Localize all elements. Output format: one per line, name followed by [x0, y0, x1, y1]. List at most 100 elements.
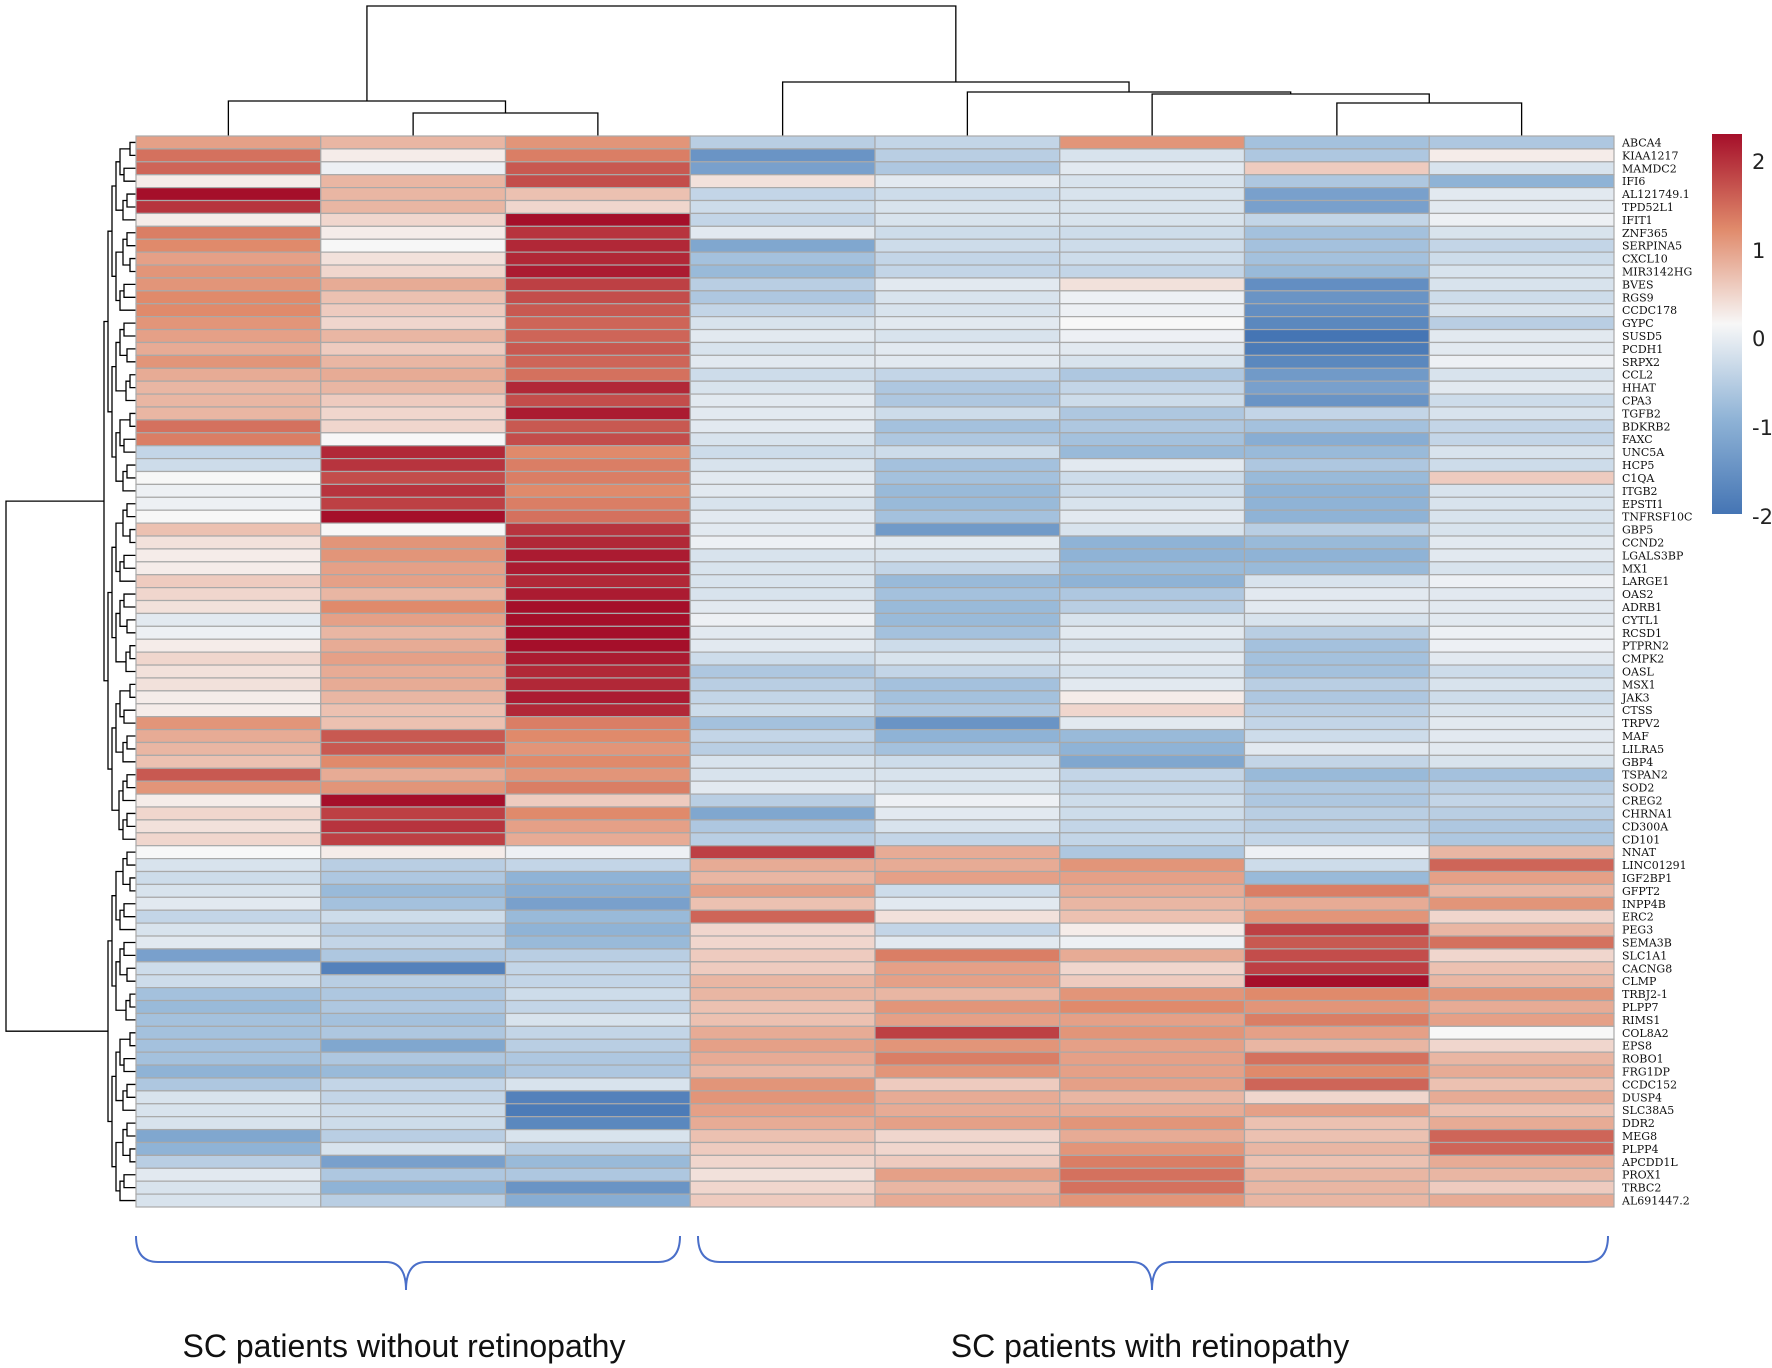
- heatmap-cell: [504, 290, 691, 305]
- heatmap-cell: [689, 767, 876, 782]
- heatmap-cell: [1428, 212, 1615, 227]
- heatmap-cell: [874, 1103, 1061, 1118]
- heatmap-cell: [874, 316, 1061, 331]
- heatmap-cell: [689, 574, 876, 589]
- heatmap-cell: [504, 845, 691, 860]
- heatmap-cell: [320, 987, 507, 1002]
- gene-label: BDKRB2: [1622, 420, 1671, 433]
- group-brace-without-retinopathy: [135, 1235, 681, 1291]
- heatmap-cell: [504, 612, 691, 627]
- heatmap-cell: [1059, 161, 1246, 176]
- gene-label: FRG1DP: [1622, 1066, 1671, 1079]
- heatmap-cell: [135, 625, 322, 640]
- heatmap-cell: [1428, 1012, 1615, 1027]
- heatmap-cell: [1243, 935, 1430, 950]
- heatmap-cell: [874, 974, 1061, 989]
- heatmap-cell: [874, 445, 1061, 460]
- heatmap-cell: [874, 870, 1061, 886]
- heatmap-cell: [1428, 457, 1615, 473]
- row-dendrogram-link: [129, 374, 136, 389]
- heatmap-cell: [689, 754, 876, 769]
- heatmap-cell: [1428, 251, 1615, 266]
- gene-label: MAF: [1622, 730, 1649, 743]
- heatmap-cell: [1428, 1064, 1615, 1079]
- heatmap-cell: [320, 651, 507, 666]
- heatmap-cell: [1243, 1141, 1430, 1156]
- gene-label: GFPT2: [1622, 885, 1660, 898]
- heatmap-cell: [874, 432, 1061, 447]
- heatmap-cell: [1059, 793, 1246, 808]
- gene-label: ITGB2: [1622, 485, 1658, 498]
- heatmap-cell: [135, 728, 322, 744]
- gene-label: PTPRN2: [1622, 640, 1669, 653]
- heatmap-cell: [874, 806, 1061, 821]
- heatmap-cell: [320, 728, 507, 744]
- gene-label: MIR3142HG: [1622, 265, 1692, 278]
- heatmap-cell: [1059, 303, 1246, 318]
- heatmap-cell: [689, 367, 876, 382]
- heatmap-cell: [1059, 341, 1246, 356]
- heatmap-cell: [320, 948, 507, 963]
- heatmap-cell: [874, 664, 1061, 679]
- heatmap-cell: [874, 819, 1061, 834]
- heatmap-cell: [874, 909, 1061, 924]
- heatmap-cell: [1243, 161, 1430, 176]
- heatmap-cell: [504, 1064, 691, 1079]
- heatmap-cell: [135, 367, 322, 382]
- heatmap-cell: [135, 341, 322, 356]
- heatmap-cell: [1428, 896, 1615, 911]
- heatmap-cell: [504, 1077, 691, 1092]
- heatmap-cell: [874, 212, 1061, 227]
- heatmap-cell: [689, 599, 876, 615]
- gene-label: FAXC: [1622, 433, 1653, 446]
- row-dendrogram-link: [126, 735, 136, 750]
- heatmap-cell: [1428, 987, 1615, 1002]
- row-dendrogram-link: [126, 464, 136, 479]
- heatmap-cell: [1428, 612, 1615, 627]
- heatmap-cell: [1243, 341, 1430, 356]
- heatmap-cell: [504, 1025, 691, 1040]
- heatmap-cell: [135, 445, 322, 460]
- heatmap-cell: [1428, 1090, 1615, 1105]
- heatmap-cell: [320, 1128, 507, 1144]
- gene-label: LGALS3BP: [1622, 549, 1684, 562]
- heatmap-cell: [689, 1167, 876, 1182]
- heatmap-cell: [135, 277, 322, 292]
- heatmap-cell: [1243, 1193, 1430, 1208]
- heatmap-cell: [874, 625, 1061, 640]
- heatmap-cell: [689, 999, 876, 1015]
- heatmap-cell: [504, 303, 691, 318]
- heatmap-cell: [1428, 767, 1615, 782]
- heatmap-cell: [874, 148, 1061, 163]
- heatmap-cell: [1428, 316, 1615, 331]
- heatmap-cell: [1428, 754, 1615, 769]
- row-dendrogram-link: [126, 1083, 136, 1098]
- heatmap-cell: [1059, 548, 1246, 563]
- row-dendrogram-link: [122, 199, 136, 221]
- heatmap-cell: [874, 587, 1061, 602]
- gene-label: CHRNA1: [1622, 807, 1673, 820]
- row-dendrogram-link: [115, 961, 126, 1011]
- heatmap-cell: [689, 290, 876, 305]
- heatmap-cell: [1428, 1128, 1615, 1144]
- heatmap-cell: [874, 290, 1061, 305]
- heatmap-cell: [1428, 277, 1615, 292]
- heatmap-cell: [1059, 780, 1246, 795]
- heatmap-cell: [1243, 896, 1430, 911]
- gene-labels: ABCA4KIAA1217MAMDC2IFI6AL121749.1TPD52L1…: [1621, 136, 1692, 1207]
- heatmap-cell: [504, 561, 691, 576]
- heatmap-cell: [1059, 741, 1246, 756]
- scale-tick-label: -2: [1752, 505, 1772, 529]
- heatmap-cell: [689, 857, 876, 873]
- gene-label: LILRA5: [1622, 743, 1664, 756]
- heatmap-cell: [1059, 328, 1246, 344]
- gene-label: PLPP4: [1622, 1143, 1659, 1156]
- heatmap-cell: [135, 780, 322, 795]
- heatmap-cell: [1059, 354, 1246, 369]
- heatmap-cell: [320, 1180, 507, 1195]
- heatmap-cell: [1059, 380, 1246, 395]
- heatmap-cell: [874, 354, 1061, 369]
- gene-label: TSPAN2: [1622, 769, 1668, 782]
- heatmap-cell: [320, 806, 507, 821]
- heatmap-cell: [320, 1193, 507, 1208]
